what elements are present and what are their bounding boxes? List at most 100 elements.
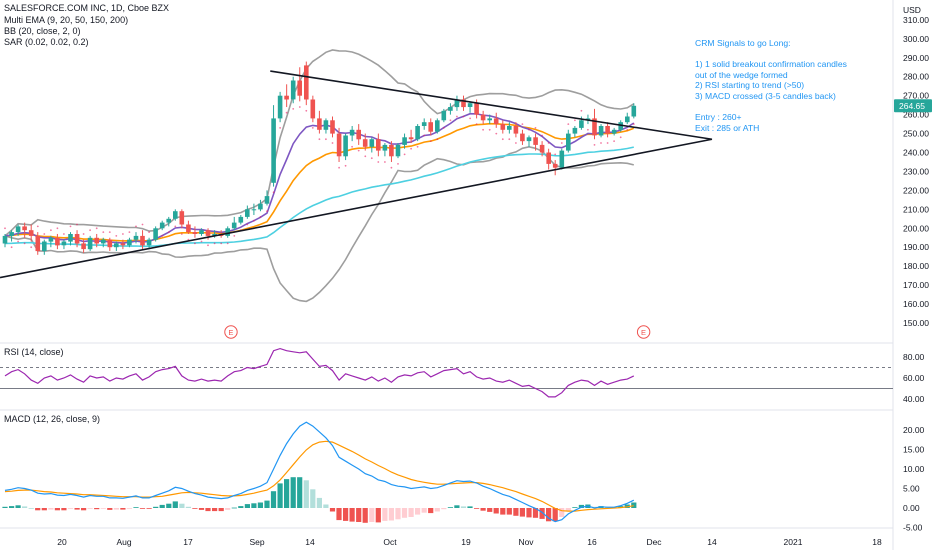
price-tick-label: 170.00	[903, 280, 929, 290]
sar-dot	[403, 153, 406, 156]
macd-signal-line	[4, 440, 634, 512]
price-tick-label: 230.00	[903, 166, 929, 176]
symbol-title[interactable]: SALESFORCE.COM INC, 1D, Cboe BZX	[4, 3, 170, 13]
macd-histogram-bar	[401, 508, 408, 518]
currency-label: USD	[903, 5, 921, 15]
sar-dot	[606, 142, 609, 144]
candle-body	[435, 120, 440, 132]
candle-body	[395, 144, 401, 157]
earnings-marker	[224, 325, 238, 339]
macd-histogram-bar	[133, 507, 139, 508]
sar-dot	[180, 233, 183, 235]
sar-dot	[580, 109, 583, 112]
macd-histogram-bar	[290, 477, 296, 508]
candle-body	[461, 99, 466, 108]
time-axis-label: 16	[587, 537, 597, 547]
price-tick-label: 200.00	[903, 223, 929, 233]
sar-dot	[23, 242, 26, 245]
annotation-line: out of the wedge formed	[695, 69, 788, 80]
candle-body	[271, 118, 276, 183]
candle-body	[48, 237, 54, 242]
macd-histogram-bar	[493, 508, 499, 514]
sar-dot	[488, 128, 491, 131]
earnings-marker-label: E	[641, 328, 646, 337]
candle-body	[284, 95, 289, 100]
macd-histogram-bar	[578, 504, 584, 508]
macd-histogram-bar	[48, 508, 54, 510]
sar-dot	[436, 138, 439, 141]
sar-dot	[272, 191, 275, 194]
sar-dot	[331, 142, 334, 144]
legend-macd[interactable]: MACD (12, 26, close, 9)	[4, 414, 101, 424]
candle-body	[205, 230, 211, 236]
sar-dot	[89, 229, 91, 232]
macd-tick-label: 0.00	[903, 503, 920, 513]
sar-dot	[423, 134, 426, 137]
macd-histogram-bar	[54, 508, 60, 511]
macd-histogram-bar	[277, 483, 283, 508]
macd-histogram-bar	[113, 508, 119, 510]
macd-histogram-bar	[559, 508, 565, 517]
sar-dot	[69, 225, 72, 228]
macd-histogram-bar	[546, 508, 552, 522]
candle-body	[114, 243, 119, 248]
candle-body	[199, 230, 204, 234]
candle-body	[526, 137, 532, 142]
candle-body	[598, 126, 604, 136]
macd-histogram-bar	[480, 508, 486, 511]
candle-body	[408, 137, 414, 140]
sar-dot	[528, 128, 530, 131]
macd-histogram-bar	[35, 508, 41, 511]
macd-histogram-bar	[100, 508, 106, 509]
macd-histogram-bar	[310, 489, 316, 508]
candle-body	[81, 243, 86, 250]
macd-histogram-bar	[139, 508, 146, 509]
sar-dot	[17, 240, 19, 243]
candle-body	[87, 237, 93, 250]
candle-body	[323, 120, 329, 130]
sar-dot	[194, 242, 196, 245]
sar-dot	[207, 244, 209, 247]
candle-body	[618, 122, 623, 130]
sar-dot	[364, 155, 367, 158]
sar-dot	[43, 233, 46, 235]
macd-histogram-bar	[28, 508, 34, 509]
candle-body	[9, 232, 14, 236]
sar-dot	[593, 144, 596, 146]
legend-sar[interactable]: SAR (0.02, 0.02, 0.2)	[4, 37, 89, 47]
macd-histogram-bar	[22, 506, 28, 508]
candle-body	[559, 150, 565, 168]
legend-bollinger[interactable]: BB (20, close, 2, 0)	[4, 26, 81, 36]
bollinger-upper	[4, 49, 635, 237]
candle-body	[101, 239, 106, 244]
annotation-line: 3) MACD crossed (3-5 candles back)	[695, 90, 836, 101]
candle-body	[120, 243, 126, 246]
macd-histogram-bar	[513, 508, 519, 516]
macd-histogram-bar	[539, 508, 545, 519]
candle-body	[55, 237, 60, 246]
candle-body	[566, 133, 571, 151]
price-tick-label: 300.00	[903, 34, 929, 44]
sar-dot	[462, 115, 465, 118]
sar-dot	[456, 115, 458, 118]
macd-histogram-bar	[343, 508, 349, 521]
sar-dot	[344, 164, 347, 167]
candle-body	[290, 80, 296, 100]
macd-histogram-bar	[218, 508, 224, 512]
macd-tick-label: 20.00	[903, 425, 925, 435]
macd-histogram-bar	[532, 508, 539, 518]
sar-dot	[311, 127, 314, 129]
candle-body	[415, 126, 420, 140]
macd-histogram-bar	[303, 480, 309, 508]
macd-histogram-bar	[428, 508, 434, 514]
signal-annotation: CRM Signals to go Long: 1) 1 solid break…	[695, 38, 847, 133]
candle-body	[166, 218, 171, 223]
macd-histogram-bar	[388, 508, 394, 521]
candle-body	[579, 120, 584, 128]
sar-dot	[298, 106, 301, 108]
sar-dot	[567, 123, 570, 125]
rsi-line	[4, 347, 635, 398]
legend-rsi[interactable]: RSI (14, close)	[4, 347, 64, 357]
legend-multi-ema[interactable]: Multi EMA (9, 20, 50, 150, 200)	[4, 15, 129, 25]
